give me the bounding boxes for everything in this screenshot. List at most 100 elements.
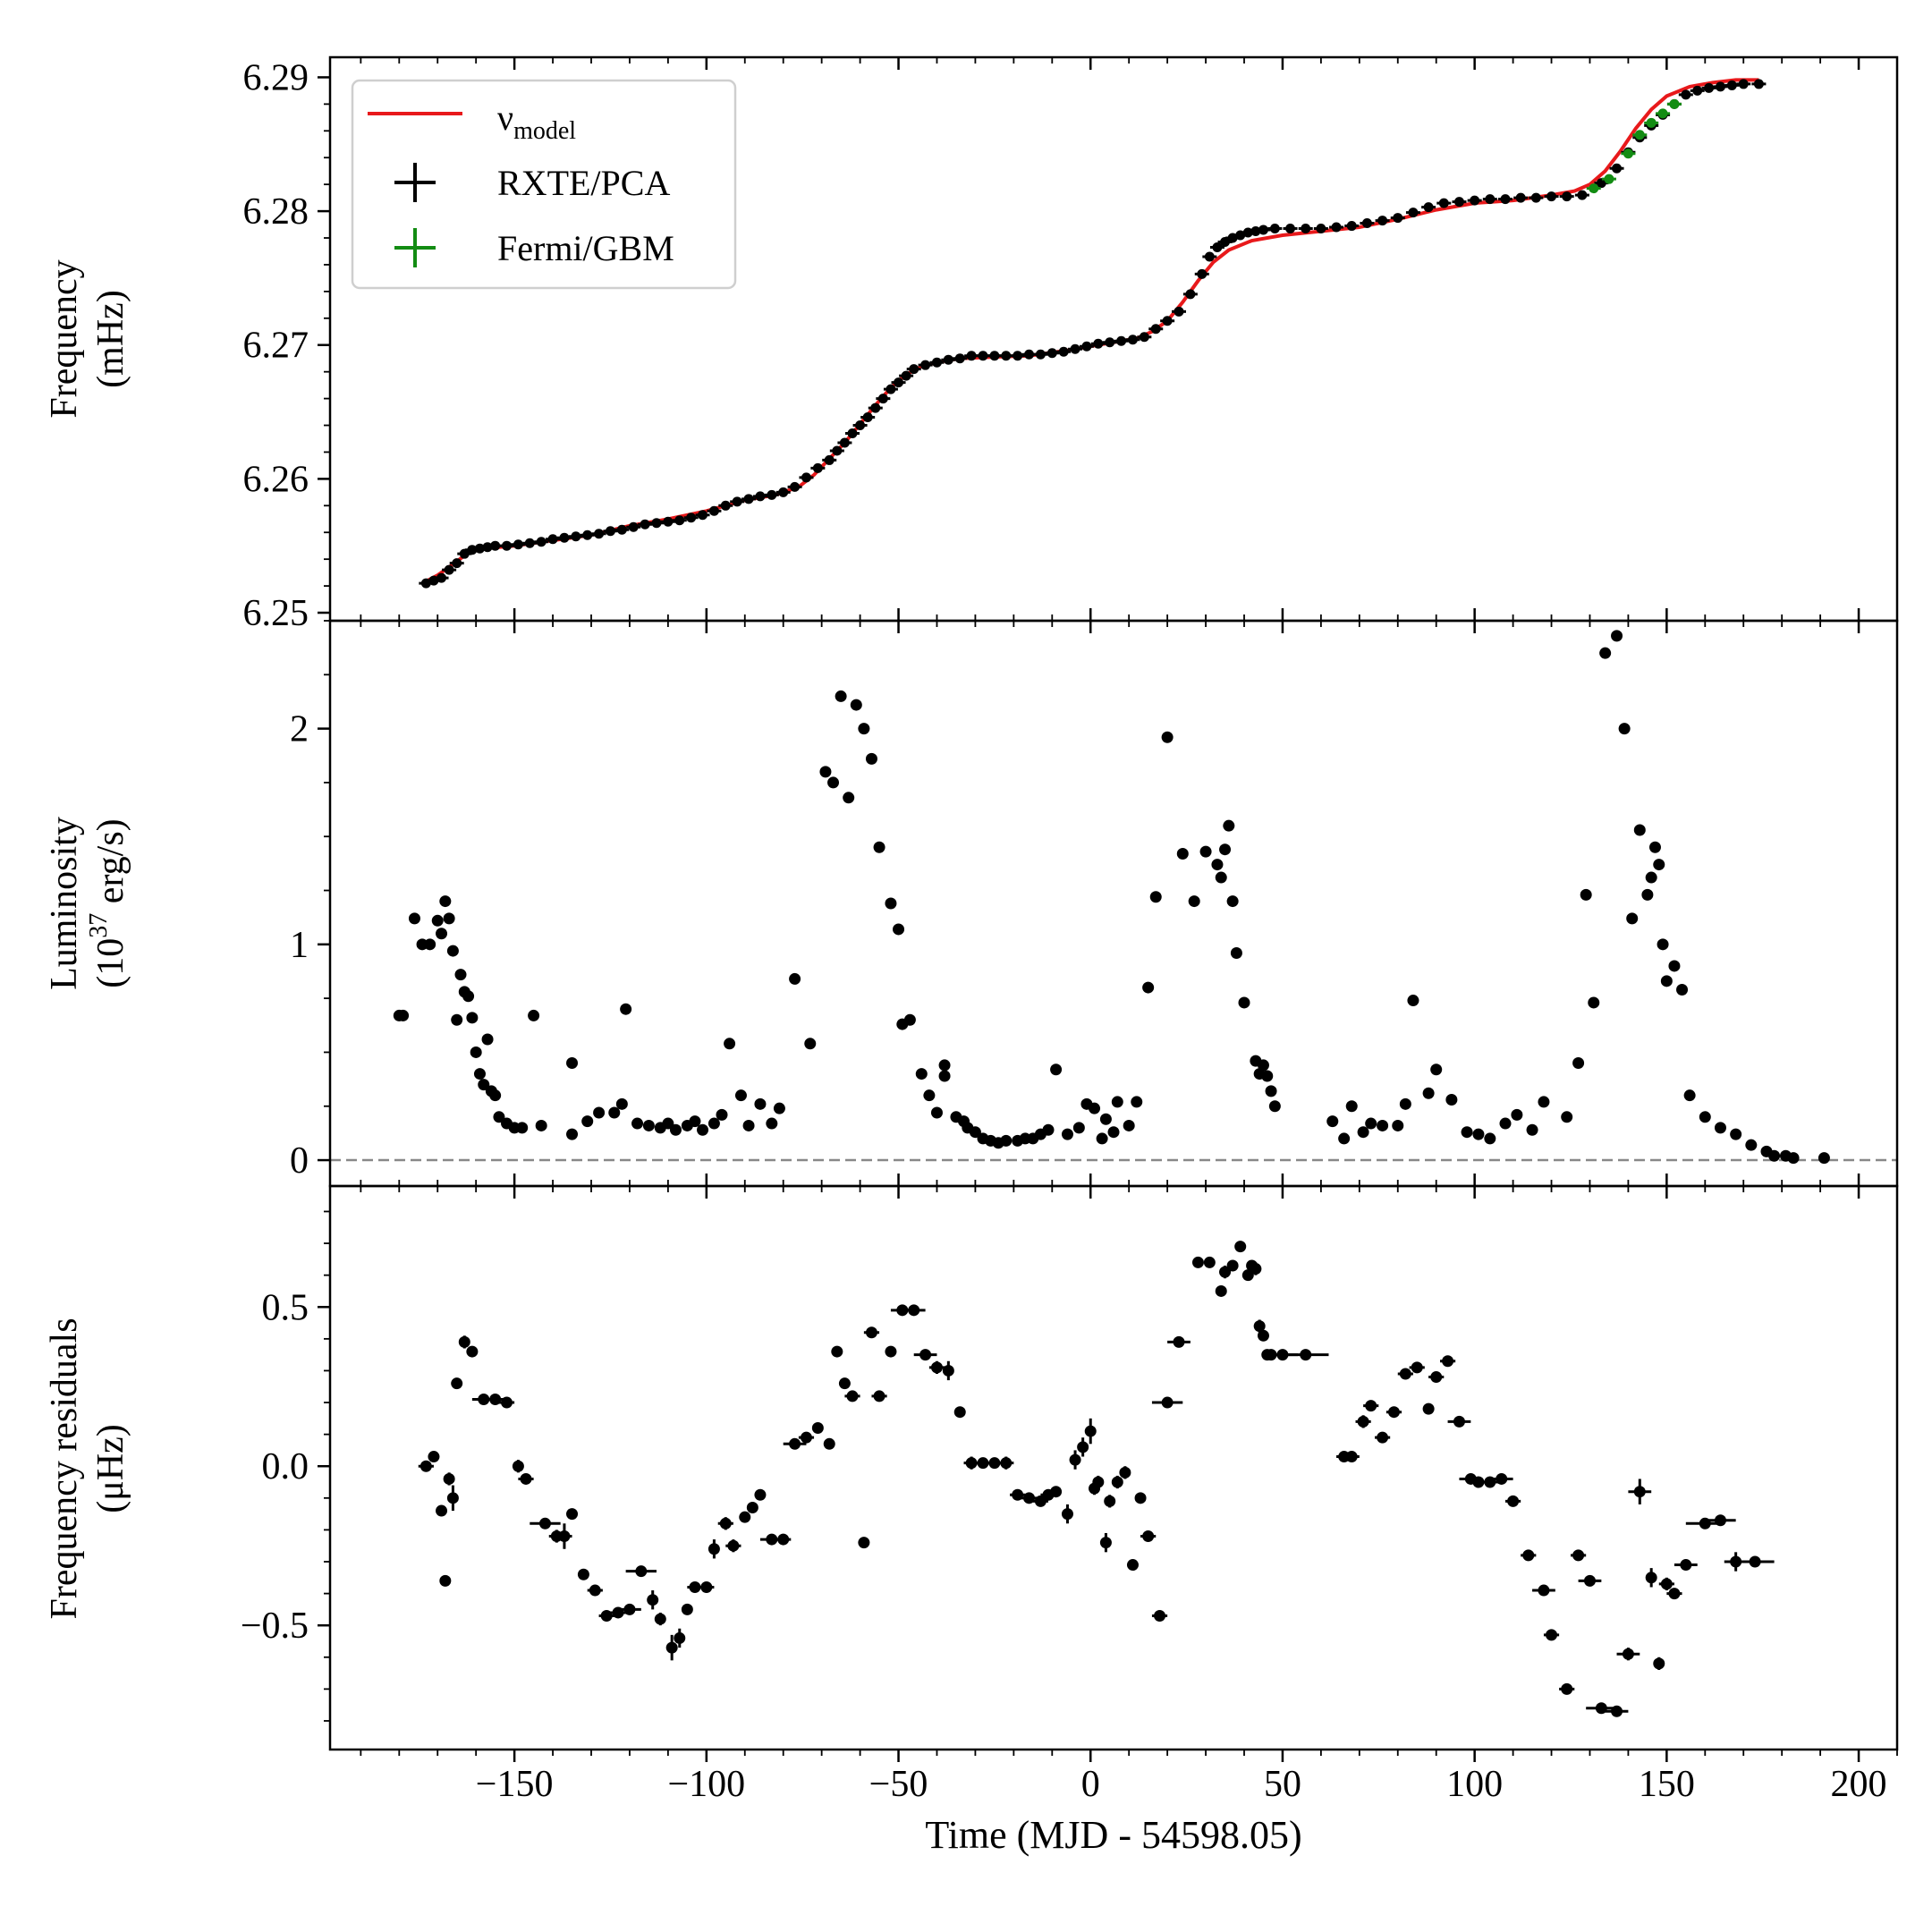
- legend-model-symbol: ν: [497, 97, 513, 138]
- residual-point: [1061, 1508, 1073, 1521]
- luminosity-point: [1499, 1117, 1512, 1130]
- luminosity-point: [1787, 1152, 1800, 1165]
- residual-point: [1377, 1431, 1389, 1444]
- rxte-point: [1612, 163, 1623, 174]
- frequency-data-points: [419, 79, 1767, 589]
- luminosity-point: [1149, 891, 1162, 903]
- residual-point: [746, 1501, 758, 1513]
- residual-point: [1173, 1335, 1185, 1348]
- legend-model-subscript: model: [513, 117, 576, 145]
- rxte-point: [1423, 202, 1434, 213]
- rxte-point: [1485, 194, 1496, 205]
- residual-point: [800, 1431, 812, 1444]
- rxte-point: [767, 489, 777, 500]
- rxte-point: [954, 353, 965, 364]
- rxte-point: [582, 530, 593, 540]
- residual-point: [1000, 1457, 1013, 1470]
- rxte-point: [1500, 194, 1511, 205]
- residual-point: [1749, 1555, 1761, 1568]
- residuals-panel-frame: [328, 1184, 1899, 1751]
- luminosity-point: [470, 1046, 482, 1058]
- residual-point: [1387, 1406, 1400, 1419]
- residual-point: [689, 1580, 701, 1593]
- residual-point: [908, 1304, 920, 1317]
- rxte-point: [547, 534, 558, 545]
- residual-point: [708, 1543, 720, 1555]
- rxte-point: [1470, 195, 1480, 206]
- rxte-point: [1150, 324, 1161, 335]
- y-tick-label: 0: [290, 1140, 309, 1182]
- luminosity-unit-base: (10: [90, 938, 131, 988]
- rxte-point: [1301, 224, 1311, 234]
- residuals-panel: −0.5 0.0 0.5 −150 −100 −50 0 50 100 150 200 Frequ…: [44, 1186, 1898, 1857]
- rxte-point: [1681, 89, 1691, 100]
- frequency-panel: 6.25 6.26 6.27 6.28 6.29 Frequency (mHz) νmo…: [44, 57, 1898, 634]
- luminosity-point: [804, 1038, 817, 1050]
- residual-point: [446, 1492, 459, 1504]
- rxte-point: [1046, 348, 1057, 359]
- x-tick-label: −50: [869, 1764, 928, 1805]
- residual-point: [739, 1511, 751, 1523]
- fermi-point: [1589, 183, 1599, 194]
- rxte-point: [1093, 338, 1104, 349]
- residual-point: [846, 1390, 859, 1402]
- luminosity-point: [1599, 647, 1612, 659]
- residuals-y-tick-labels: −0.5 0.0 0.5: [241, 1287, 309, 1647]
- rxte-point: [989, 351, 1000, 361]
- rxte-point: [651, 518, 662, 529]
- rxte-point: [1070, 343, 1080, 354]
- rxte-point: [1081, 341, 1092, 352]
- luminosity-point: [930, 1106, 943, 1119]
- rxte-point: [686, 513, 697, 523]
- luminosity-point: [1099, 1113, 1112, 1125]
- rxte-point: [966, 351, 977, 361]
- residual-point: [1134, 1492, 1147, 1504]
- residual-point: [1012, 1488, 1024, 1501]
- residual-point: [1077, 1441, 1089, 1453]
- luminosity-point: [734, 1089, 747, 1102]
- residual-point: [600, 1610, 613, 1623]
- luminosity-point: [1580, 888, 1592, 901]
- rxte-point: [943, 354, 953, 365]
- luminosity-point: [1365, 1117, 1377, 1130]
- luminosity-point: [1588, 996, 1600, 1009]
- residual-point: [647, 1594, 659, 1606]
- rxte-point: [1035, 349, 1046, 360]
- luminosity-point: [481, 1033, 494, 1046]
- luminosity-point: [1648, 841, 1661, 853]
- luminosity-point: [754, 1097, 767, 1110]
- legend-fermi-label: Fermi/GBM: [497, 228, 674, 268]
- legend-rxte-label: RXTE/PCA: [497, 163, 670, 203]
- x-axis-label: Time (MJD - 54598.05): [925, 1813, 1301, 1857]
- luminosity-point: [451, 1013, 463, 1026]
- luminosity-point: [1818, 1152, 1830, 1165]
- luminosity-point: [938, 1070, 951, 1082]
- residual-point: [512, 1460, 524, 1472]
- luminosity-point: [516, 1122, 529, 1134]
- residual-point: [665, 1641, 678, 1654]
- luminosity-point: [466, 1012, 479, 1024]
- rxte-point: [1285, 224, 1296, 234]
- luminosity-point: [615, 1097, 628, 1110]
- rxte-point: [1127, 335, 1138, 345]
- residual-point: [919, 1349, 932, 1361]
- luminosity-unit-spacer: [90, 903, 131, 913]
- luminosity-point: [1714, 1122, 1726, 1134]
- residual-point: [1399, 1368, 1411, 1380]
- frequency-y-axis-label: Frequency: [44, 259, 85, 418]
- rxte-point: [778, 487, 789, 497]
- residual-point: [443, 1472, 455, 1485]
- luminosity-point: [1430, 1063, 1443, 1076]
- luminosity-point: [850, 699, 862, 711]
- rxte-point: [847, 428, 858, 438]
- luminosity-point: [915, 1068, 928, 1080]
- residual-point: [1126, 1559, 1139, 1572]
- rxte-point: [452, 558, 462, 569]
- residual-point: [1622, 1648, 1634, 1660]
- luminosity-point: [1050, 1063, 1063, 1076]
- luminosity-point: [642, 1119, 655, 1131]
- rxte-point: [1377, 216, 1388, 226]
- rxte-point: [1001, 351, 1012, 361]
- luminosity-point: [528, 1009, 540, 1021]
- rxte-point: [839, 437, 850, 448]
